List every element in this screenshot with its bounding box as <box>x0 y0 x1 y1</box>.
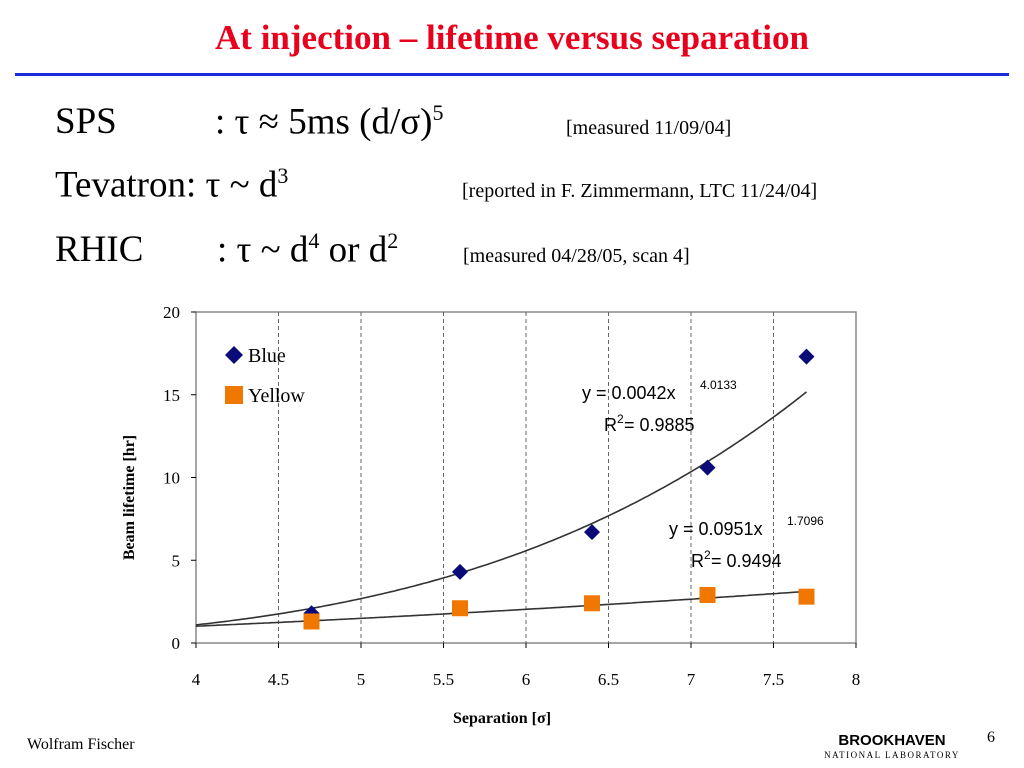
sps-label: SPS <box>55 101 117 142</box>
fit-r2-value-yellow: = 0.9494 <box>711 551 782 571</box>
marker-yellow <box>452 600 468 617</box>
fit-equation-blue: y = 0.0042x <box>582 383 676 403</box>
marker-yellow <box>699 587 716 604</box>
rhic-alt: or d <box>328 229 388 271</box>
fit-exponent-yellow: 1.7096 <box>787 514 824 528</box>
fit-equation-yellow: y = 0.0951x <box>669 519 763 539</box>
rhic-note: [measured 04/28/05, scan 4] <box>463 245 690 267</box>
legend-label-blue: Blue <box>248 345 286 367</box>
tevatron-formula: τ ~ d <box>205 164 278 206</box>
rhic-formula: : τ ~ d <box>217 229 309 271</box>
tevatron-note: [reported in F. Zimmermann, LTC 11/24/04… <box>462 180 818 202</box>
sps-formula: : τ ≈ 5ms (d/σ) <box>215 101 433 143</box>
marker-yellow <box>584 595 600 612</box>
fit-r2-blue: R <box>604 415 617 435</box>
fit-r2-exp-yellow: 2 <box>704 548 711 562</box>
sps-line: SPS : τ ≈ 5ms (d/σ)5 <box>55 100 444 143</box>
legend-marker-blue <box>225 346 243 364</box>
tevatron-label: Tevatron: <box>55 164 197 206</box>
x-tick-label: 7 <box>687 670 696 689</box>
y-tick-label: 10 <box>163 469 180 488</box>
lifetime-chart: 4 4.5 5 5.5 6 6.5 7 7.5 8 0 5 10 15 20 Blue Yellow y =… <box>121 303 860 727</box>
x-axis-title: Separation [σ] <box>453 710 551 727</box>
x-tick-label: 5 <box>357 670 366 689</box>
marker-yellow <box>303 613 320 630</box>
slide-title: At injection – lifetime versus separatio… <box>215 18 809 57</box>
y-axis-title: Beam lifetime [hr] <box>121 435 138 560</box>
tevatron-line: Tevatron: τ ~ d3 <box>55 163 288 206</box>
fit-r2-value-blue: = 0.9885 <box>624 415 695 435</box>
marker-blue <box>452 563 468 580</box>
marker-yellow <box>798 588 815 605</box>
marker-blue <box>699 459 716 476</box>
logo-main-text: BROOKHAVEN <box>838 732 945 749</box>
y-tick-label: 0 <box>172 634 181 653</box>
x-tick-label: 8 <box>852 670 861 689</box>
axis-ticks: 4 4.5 5 5.5 6 6.5 7 7.5 8 0 5 10 15 20 <box>163 303 860 689</box>
x-tick-label: 7.5 <box>763 670 784 689</box>
x-tick-label: 4.5 <box>268 670 289 689</box>
x-tick-label: 5.5 <box>433 670 454 689</box>
rhic-exponent: 4 <box>308 228 320 253</box>
y-tick-label: 15 <box>163 386 180 405</box>
brookhaven-logo: BROOKHAVEN NATIONAL LABORATORY <box>820 728 964 760</box>
legend: Blue Yellow <box>225 345 305 407</box>
x-tick-label: 6.5 <box>598 670 619 689</box>
marker-blue <box>584 524 600 541</box>
data-markers <box>303 348 815 630</box>
page-number: 6 <box>987 729 995 746</box>
y-tick-label: 5 <box>172 551 181 570</box>
y-tick-label: 20 <box>163 303 180 322</box>
fit-r2-exp-blue: 2 <box>617 412 624 426</box>
fit-exponent-blue: 4.0133 <box>700 378 737 392</box>
title-divider <box>15 73 1009 76</box>
legend-label-yellow: Yellow <box>248 385 305 407</box>
rhic-label: RHIC <box>55 229 144 270</box>
fit-r2-yellow: R <box>691 551 704 571</box>
x-tick-label: 4 <box>192 670 201 689</box>
legend-marker-yellow <box>225 386 243 404</box>
marker-blue <box>798 348 815 365</box>
grid-lines <box>278 312 774 643</box>
rhic-alt-exponent: 2 <box>387 228 399 253</box>
sps-note: [measured 11/09/04] <box>566 117 732 139</box>
rhic-line: RHIC : τ ~ d4 or d2 <box>55 228 398 271</box>
author-name: Wolfram Fischer <box>27 736 135 753</box>
tevatron-exponent: 3 <box>277 163 289 188</box>
logo-sub-text: NATIONAL LABORATORY <box>824 750 960 760</box>
x-tick-label: 6 <box>522 670 531 689</box>
sps-exponent: 5 <box>432 100 444 125</box>
